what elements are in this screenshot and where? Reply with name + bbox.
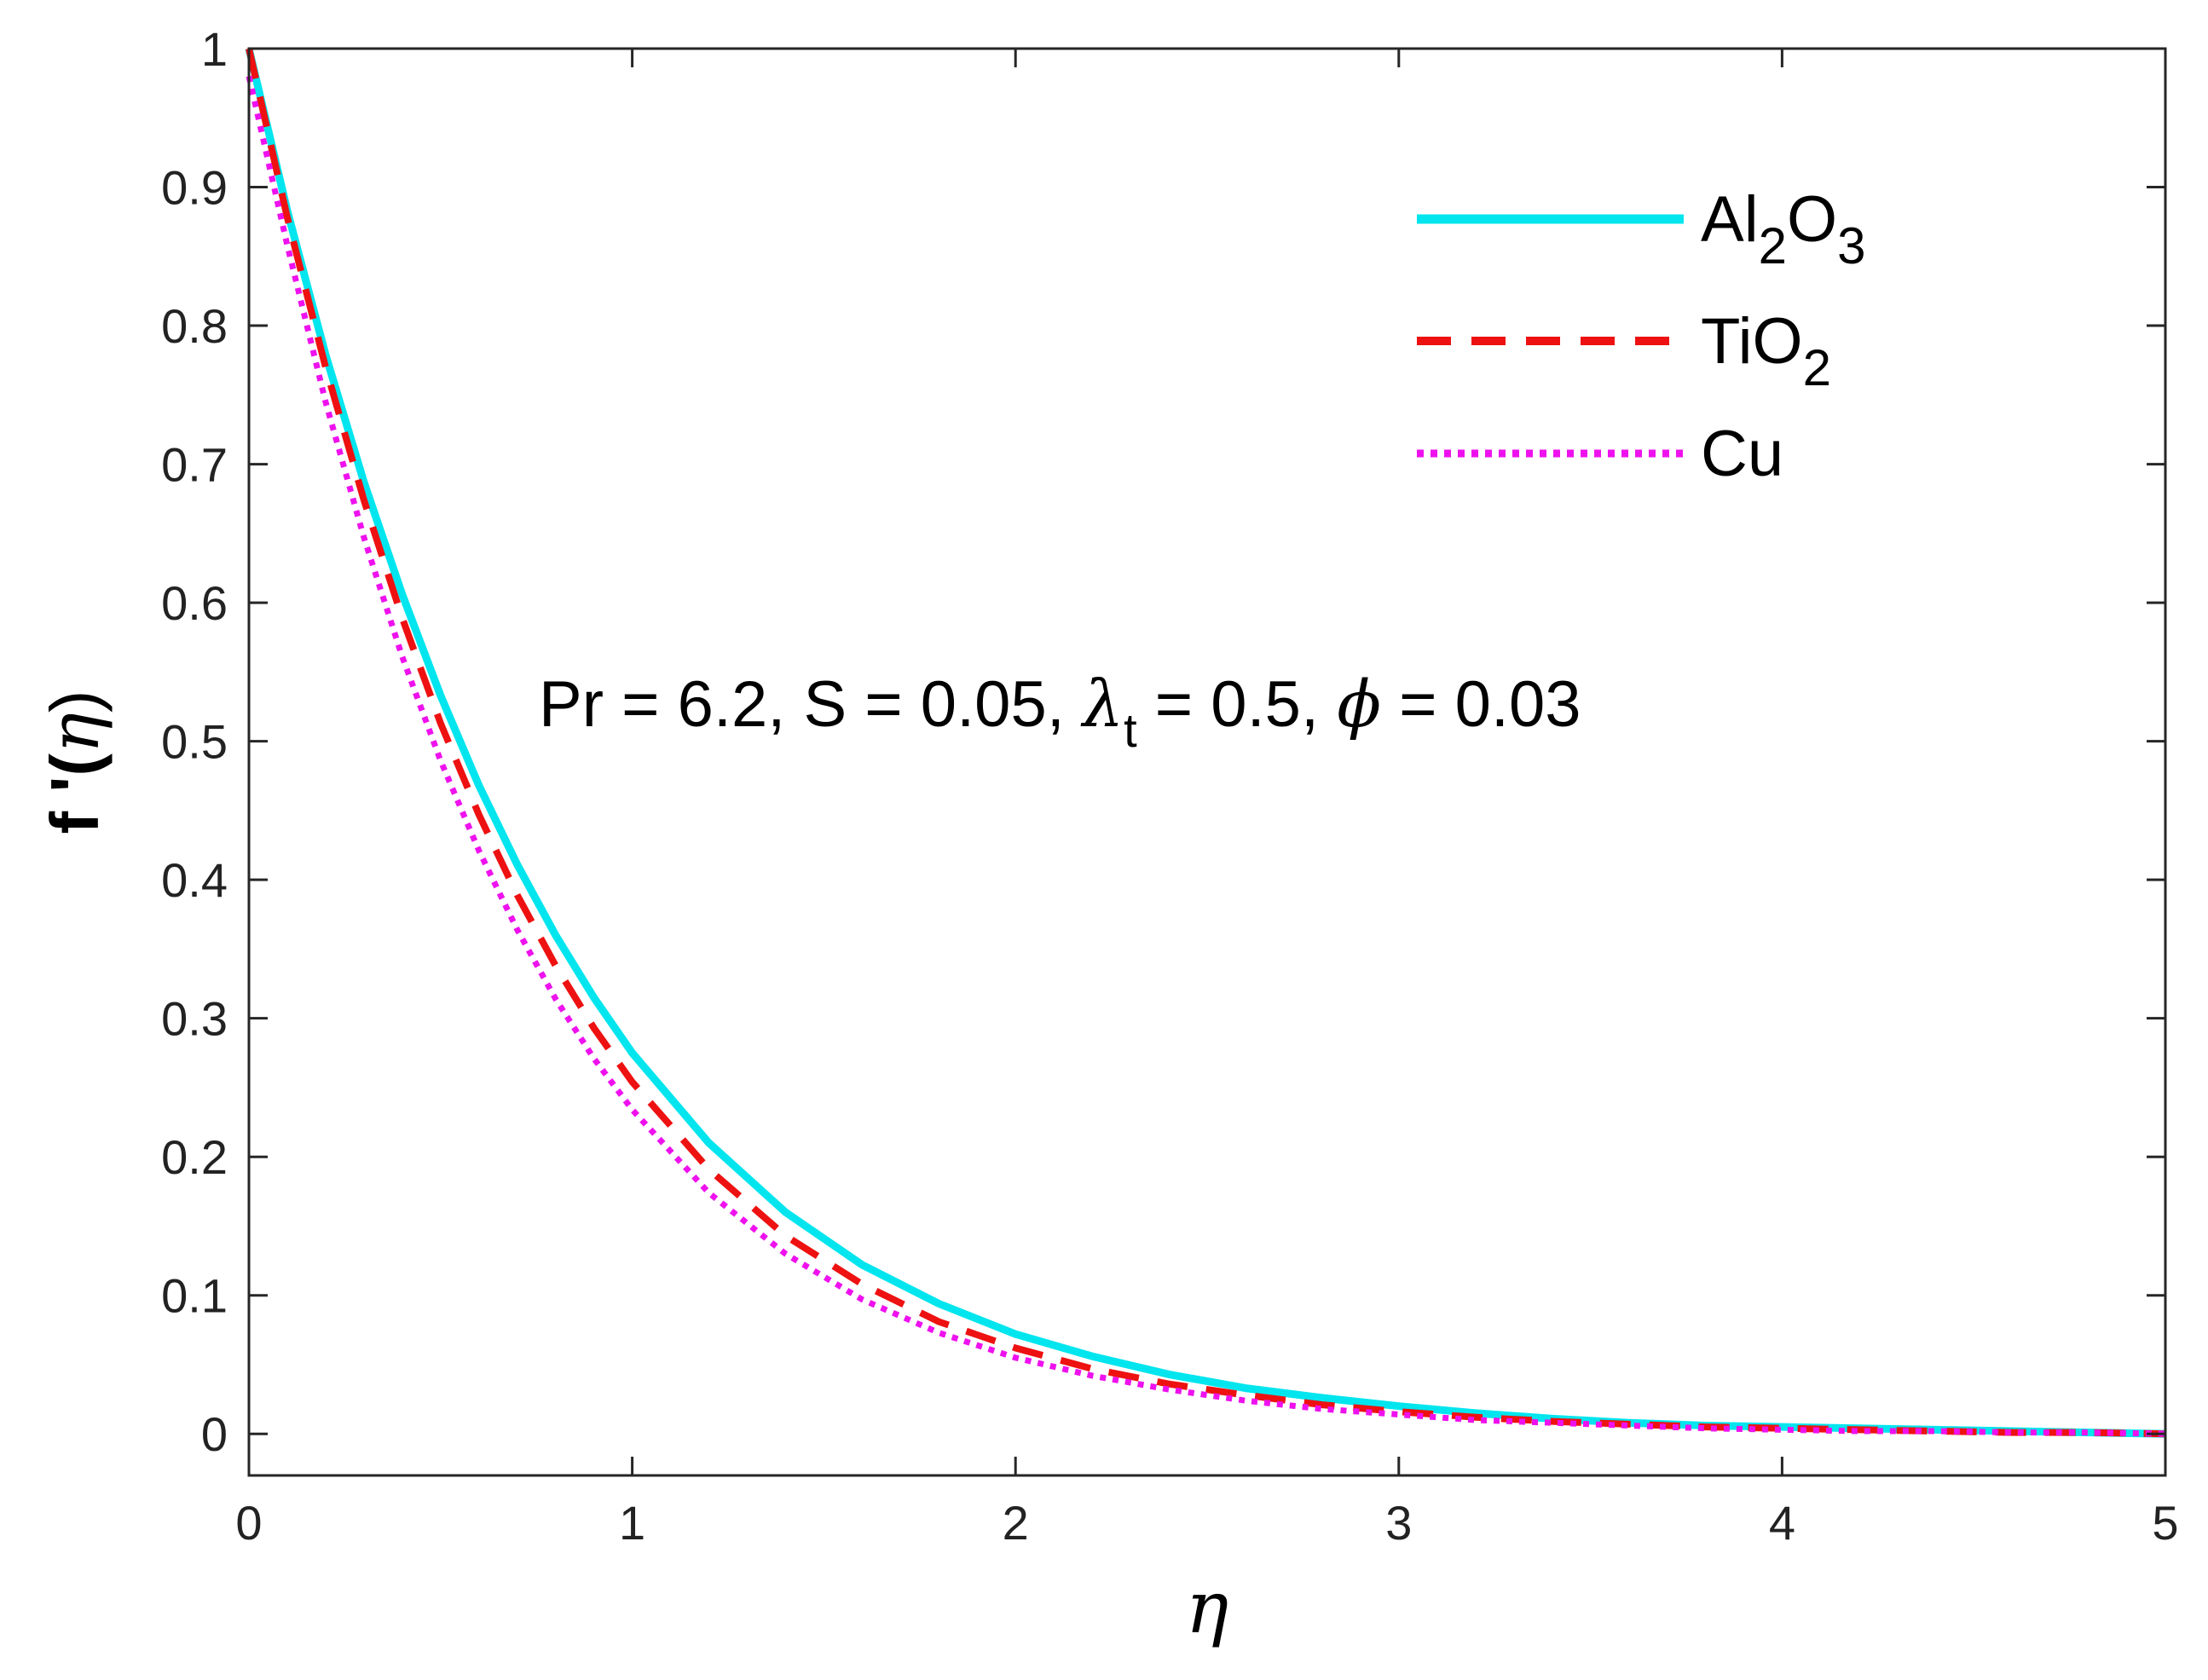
y-tick-label: 0.9 bbox=[161, 161, 228, 215]
legend-text: Al bbox=[1701, 183, 1759, 256]
y-tick-label: 0 bbox=[201, 1407, 228, 1461]
y-tick-label: 0.2 bbox=[161, 1130, 228, 1184]
annotation-middle: = 0.5, bbox=[1137, 668, 1338, 741]
x-axis-label: η bbox=[1186, 1566, 1228, 1649]
y-label-close: ) bbox=[37, 690, 113, 713]
series-line-tio2 bbox=[246, 48, 2166, 1438]
axes-box bbox=[247, 47, 2167, 1477]
y-tick-label: 0.6 bbox=[161, 576, 228, 630]
legend-subscript: 2 bbox=[1759, 217, 1787, 274]
legend-subscript: 2 bbox=[1803, 339, 1831, 396]
y-label-eta: η bbox=[35, 713, 114, 753]
series-line-cu bbox=[246, 75, 2166, 1437]
y-tick-label: 1 bbox=[201, 22, 228, 76]
y-tick-label: 0.8 bbox=[161, 299, 228, 353]
x-tick-label: 5 bbox=[2152, 1496, 2178, 1550]
parameter-annotation: Pr = 6.2, S = 0.05, λt = 0.5, ϕ = 0.03 bbox=[539, 666, 1581, 757]
legend-label-tio2: TiO2 bbox=[1701, 305, 1831, 396]
x-tick-label: 1 bbox=[619, 1496, 645, 1550]
x-tick-label: 0 bbox=[235, 1496, 262, 1550]
y-label-func: f '( bbox=[37, 753, 113, 834]
legend-label-al2o3: Al2O3 bbox=[1701, 183, 1865, 274]
annotation-phi: ϕ bbox=[1337, 666, 1381, 742]
annotation-lambda-sub: t bbox=[1124, 703, 1137, 757]
y-tick-label: 0.1 bbox=[161, 1269, 228, 1323]
y-tick-label: 0.3 bbox=[161, 992, 228, 1046]
y-axis-label: f '(η) bbox=[35, 690, 114, 834]
y-tick-label: 0.5 bbox=[161, 715, 228, 769]
series-line-al2o3 bbox=[245, 47, 2166, 1438]
legend-text: TiO bbox=[1701, 305, 1803, 378]
series-layer bbox=[245, 47, 2166, 1438]
x-tick-label: 2 bbox=[1003, 1496, 1029, 1550]
annotation-lambda: λ bbox=[1080, 666, 1124, 742]
y-tick-label: 0.7 bbox=[161, 438, 228, 492]
x-tick-label: 4 bbox=[1769, 1496, 1795, 1550]
y-tick-label: 0.4 bbox=[161, 853, 228, 907]
annotation-prefix: Pr = 6.2, S = 0.05, bbox=[539, 668, 1083, 741]
legend-subscript: 3 bbox=[1837, 217, 1865, 274]
legend-text: O bbox=[1787, 183, 1837, 256]
tick-layer: 0 1 2 3 4 500.10.20.30.40.50.60.70.80.91 bbox=[161, 22, 2178, 1550]
annotation-suffix: = 0.03 bbox=[1381, 668, 1581, 741]
legend-label-cu: Cu bbox=[1701, 418, 1783, 490]
legend-text: Cu bbox=[1701, 418, 1783, 490]
x-tick-label: 3 bbox=[1385, 1496, 1412, 1550]
